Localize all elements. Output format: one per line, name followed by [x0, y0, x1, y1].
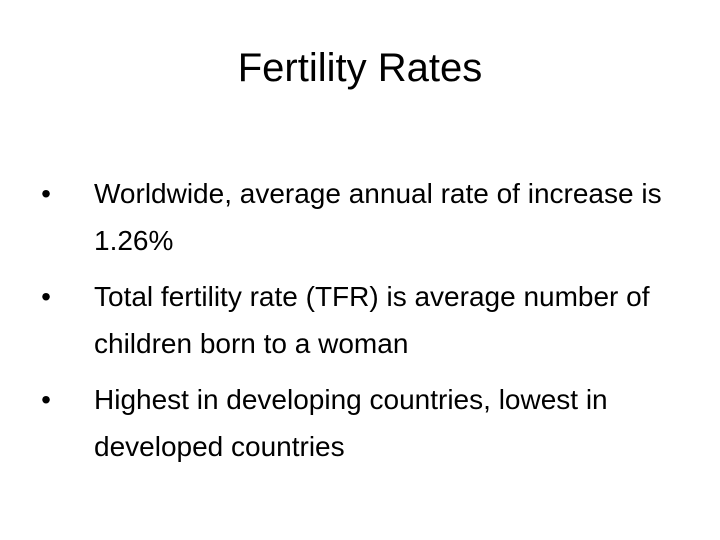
bullet-marker: •	[41, 384, 51, 415]
bullet-text: Total fertility rate (TFR) is average nu…	[94, 281, 650, 359]
slide-title: Fertility Rates	[237, 46, 483, 90]
bullet-item-2: • Total fertility rate (TFR) is average …	[36, 273, 696, 367]
bullet-text: Worldwide, average annual rate of increa…	[94, 178, 662, 256]
bullet-marker: •	[41, 178, 51, 209]
bullet-text: Highest in developing countries, lowest …	[94, 384, 608, 462]
bullet-list: • Worldwide, average annual rate of incr…	[36, 170, 696, 479]
bullet-item-3: • Highest in developing countries, lowes…	[36, 376, 696, 470]
bullet-item-1: • Worldwide, average annual rate of incr…	[36, 170, 696, 264]
bullet-marker: •	[41, 281, 51, 312]
